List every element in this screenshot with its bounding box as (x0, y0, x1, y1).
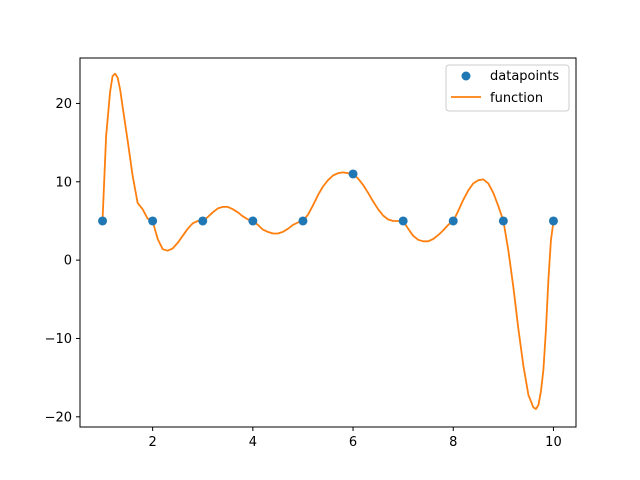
series-line-function (101, 72, 555, 410)
datapoint (498, 216, 508, 226)
x-tick-label: 10 (545, 435, 562, 450)
x-tick-label: 6 (349, 435, 357, 450)
datapoint (248, 216, 258, 226)
y-tick-label: −20 (45, 410, 72, 425)
datapoint (398, 216, 408, 226)
x-axis: 2 4 6 8 10 (149, 427, 562, 450)
x-tick-label: 8 (449, 435, 457, 450)
legend-label-function: function (490, 91, 543, 106)
datapoint (98, 216, 108, 226)
plot-frame (79, 57, 577, 428)
datapoint (548, 216, 558, 226)
legend-label-datapoints: datapoints (490, 69, 559, 84)
legend-marker-datapoints (461, 71, 471, 81)
datapoint (148, 216, 158, 226)
datapoint (348, 169, 358, 179)
series-layer (98, 72, 558, 410)
datapoint (198, 216, 208, 226)
y-tick-label: −10 (45, 332, 72, 347)
plot-background (80, 58, 576, 427)
y-tick-label: 10 (55, 175, 72, 190)
datapoint (448, 216, 458, 226)
datapoint (298, 216, 308, 226)
x-tick-label: 4 (249, 435, 257, 450)
x-tick-label: 2 (149, 435, 157, 450)
legend-box (445, 64, 570, 112)
legend: datapoints function (445, 64, 570, 112)
y-tick-label: 0 (64, 254, 72, 269)
y-tick-label: 20 (55, 97, 72, 112)
y-axis: −20 −10 0 10 20 (45, 97, 80, 425)
